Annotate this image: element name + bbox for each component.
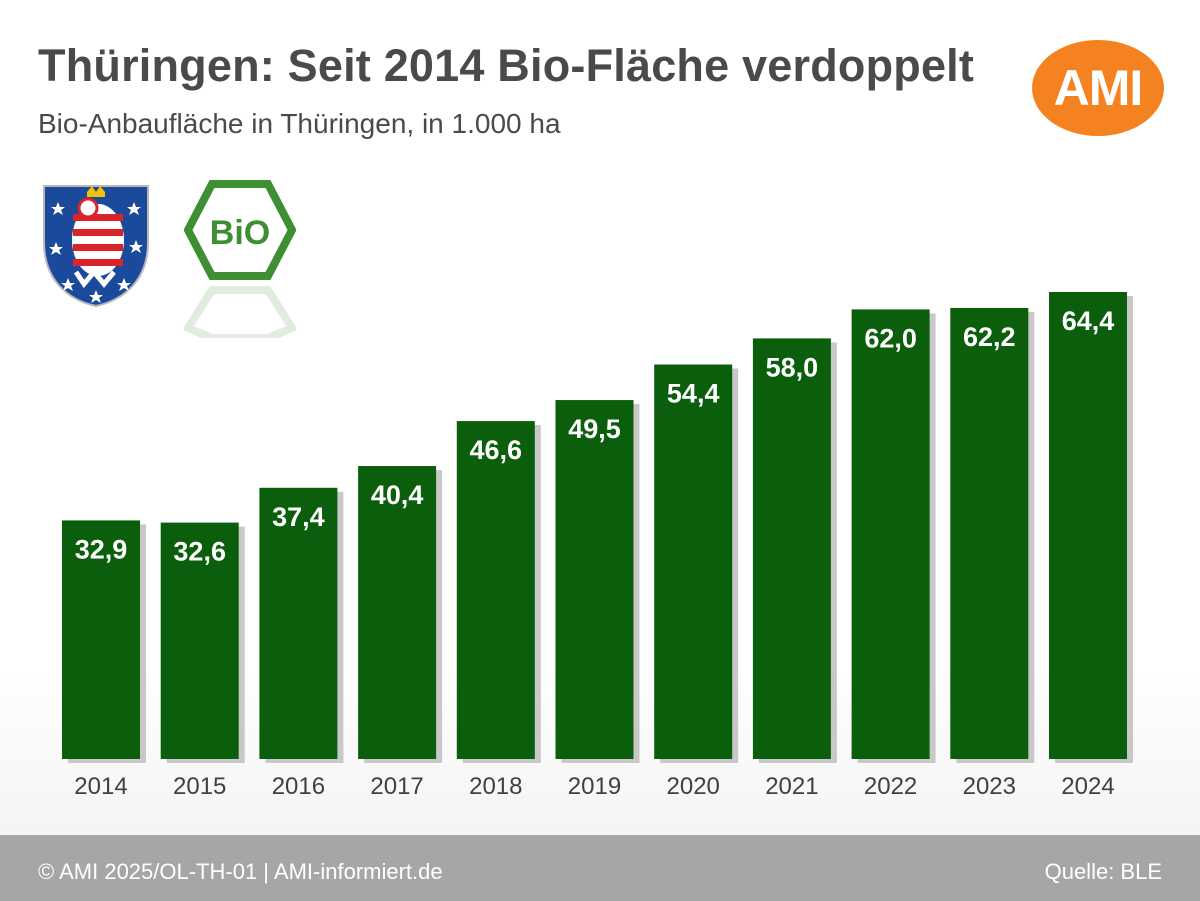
bar-2020 [654,364,733,759]
x-tick-label: 2018 [469,773,522,800]
chart-title: Thüringen: Seit 2014 Bio-Fläche verdoppe… [38,40,975,91]
bar-value-label: 62,2 [963,322,1016,352]
bar-2015 [160,522,239,759]
thuringia-coat-of-arms-icon [43,185,149,308]
x-tick-label: 2024 [1061,773,1114,800]
bar-2016 [259,487,338,759]
x-tick-label: 2019 [568,773,621,800]
x-tick-label: 2017 [370,773,423,800]
bar-value-label: 64,4 [1062,306,1115,336]
x-tick-label: 2016 [272,773,325,800]
footer-copyright: © AMI 2025/OL-TH-01 | AMI-informiert.de [38,859,443,884]
bar-value-label: 58,0 [766,352,819,382]
x-tick-label: 2021 [765,773,818,800]
bar-chart: 32,9 2014 32,6 2015 37,4 2016 40,4 2017 46,6 2018… [62,292,1133,800]
bar-2019 [555,400,634,759]
x-tick-label: 2020 [667,773,720,800]
footer-bar: © AMI 2025/OL-TH-01 | AMI-informiert.de … [0,835,1200,901]
x-tick-label: 2014 [74,773,127,800]
bar-value-label: 37,4 [272,502,325,532]
bar-value-label: 40,4 [371,480,424,510]
chart-subtitle: Bio-Anbaufläche in Thüringen, in 1.000 h… [38,108,561,139]
bar-value-label: 54,4 [667,379,720,409]
x-tick-label: 2023 [963,773,1016,800]
bar-value-label: 32,9 [75,534,128,564]
bar-value-label: 62,0 [864,323,917,353]
bar-2024 [1049,292,1127,759]
bio-seal-text: BiO [210,214,270,252]
bar-2018 [456,421,535,759]
bar-2017 [358,466,437,759]
bar-2014 [62,520,140,759]
bar-value-label: 32,6 [173,537,226,567]
bar-2023 [950,307,1029,759]
x-tick-label: 2022 [864,773,917,800]
bar-value-label: 49,5 [568,414,621,444]
bar-2021 [752,338,831,759]
bar-value-label: 46,6 [470,435,523,465]
ami-logo: AMI [1032,40,1164,136]
x-tick-label: 2015 [173,773,226,800]
ami-logo-text: AMI [1053,60,1144,116]
footer-source: Quelle: BLE [1044,859,1162,884]
bio-seal-icon: BiO [184,180,296,338]
bar-2022 [851,309,930,759]
